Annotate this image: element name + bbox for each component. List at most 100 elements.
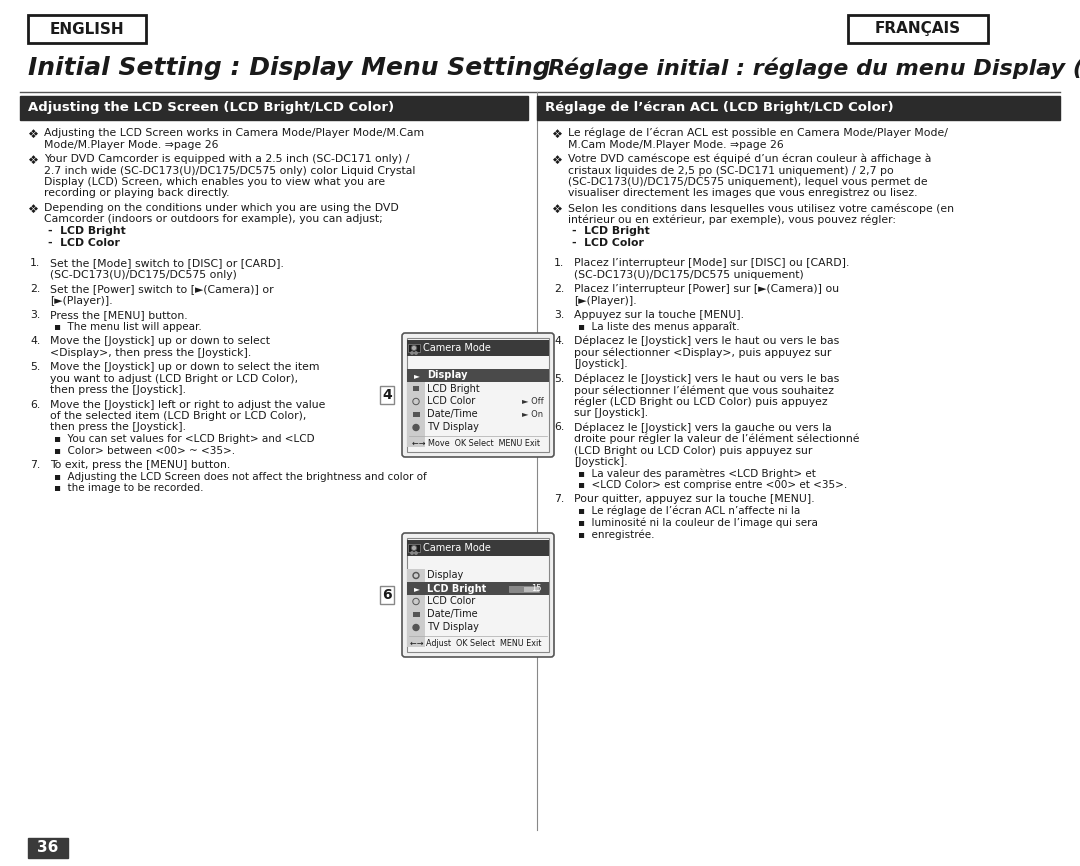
- Text: 1.: 1.: [30, 258, 40, 268]
- Text: Set the [Mode] switch to [DISC] or [CARD].: Set the [Mode] switch to [DISC] or [CARD…: [50, 258, 284, 268]
- Text: ▪  Color> between <00> ~ <35>.: ▪ Color> between <00> ~ <35>.: [54, 445, 235, 456]
- Bar: [509, 585, 539, 591]
- Text: pour sélectionner l’élément que vous souhaitez: pour sélectionner l’élément que vous sou…: [573, 385, 834, 396]
- Text: ▪  Le réglage de l’écran ACL n’affecte ni la: ▪ Le réglage de l’écran ACL n’affecte ni…: [578, 506, 800, 516]
- Text: recording or playing back directly.: recording or playing back directly.: [44, 189, 229, 198]
- Text: 6.: 6.: [30, 399, 40, 410]
- Text: ► On: ► On: [522, 410, 543, 419]
- Text: Déplacez le [Joystick] vers la gauche ou vers la: Déplacez le [Joystick] vers la gauche ou…: [573, 423, 832, 433]
- Bar: [407, 538, 549, 652]
- Text: Appuyez sur la touche [MENU].: Appuyez sur la touche [MENU].: [573, 310, 744, 320]
- Circle shape: [414, 599, 418, 604]
- Text: Camera Mode: Camera Mode: [423, 343, 491, 353]
- Circle shape: [415, 574, 418, 577]
- Bar: [407, 608, 426, 621]
- Bar: [413, 386, 419, 391]
- Bar: [407, 434, 426, 447]
- Text: Camera Mode: Camera Mode: [423, 543, 491, 553]
- Text: you want to adjust (LCD Bright or LCD Color),: you want to adjust (LCD Bright or LCD Co…: [50, 373, 298, 384]
- Text: Display: Display: [427, 571, 463, 580]
- Text: ❖: ❖: [28, 203, 39, 216]
- Text: 15: 15: [531, 584, 542, 593]
- Text: ←→ Move  OK Select  MENU Exit: ←→ Move OK Select MENU Exit: [411, 438, 540, 448]
- Text: To exit, press the [MENU] button.: To exit, press the [MENU] button.: [50, 460, 230, 470]
- Circle shape: [410, 352, 414, 354]
- Bar: [21, 96, 528, 120]
- Text: ❖: ❖: [552, 128, 563, 141]
- Bar: [407, 569, 426, 582]
- Text: Réglage de l’écran ACL (LCD Bright/LCD Color): Réglage de l’écran ACL (LCD Bright/LCD C…: [545, 101, 893, 114]
- Text: Réglage initial : réglage du menu Display (Affichage): Réglage initial : réglage du menu Displa…: [548, 57, 1080, 79]
- Bar: [28, 838, 68, 858]
- Bar: [407, 540, 549, 556]
- Text: Placez l’interrupteur [Mode] sur [DISC] ou [CARD].: Placez l’interrupteur [Mode] sur [DISC] …: [573, 258, 849, 268]
- Text: 3.: 3.: [554, 310, 564, 320]
- Text: sur [Joystick].: sur [Joystick].: [573, 408, 648, 418]
- Circle shape: [413, 398, 419, 404]
- Bar: [407, 621, 426, 634]
- Circle shape: [414, 399, 418, 404]
- Text: Display: Display: [427, 371, 468, 380]
- Text: Mode/M.Player Mode. ⇒page 26: Mode/M.Player Mode. ⇒page 26: [44, 139, 218, 150]
- Text: [►(Player)].: [►(Player)].: [573, 295, 636, 306]
- FancyBboxPatch shape: [402, 333, 554, 457]
- Bar: [28, 15, 146, 43]
- Text: intérieur ou en extérieur, par exemple), vous pouvez régler:: intérieur ou en extérieur, par exemple),…: [568, 215, 896, 225]
- Text: ❖: ❖: [28, 128, 39, 141]
- Text: ►: ►: [414, 371, 420, 380]
- Text: Votre DVD caméscope est équipé d’un écran couleur à affichage à: Votre DVD caméscope est équipé d’un écra…: [568, 154, 931, 165]
- Bar: [407, 382, 426, 395]
- Circle shape: [413, 598, 419, 604]
- Bar: [407, 582, 549, 595]
- Bar: [407, 338, 549, 452]
- Text: Move the [Joystick] up or down to select the item: Move the [Joystick] up or down to select…: [50, 362, 320, 372]
- Bar: [407, 408, 426, 421]
- Text: Déplacez le [Joystick] vers le haut ou vers le bas: Déplacez le [Joystick] vers le haut ou v…: [573, 373, 839, 384]
- Text: Press the [MENU] button.: Press the [MENU] button.: [50, 310, 188, 320]
- Text: 4.: 4.: [554, 336, 564, 346]
- Text: LCD Bright: LCD Bright: [427, 384, 480, 393]
- Bar: [408, 544, 420, 552]
- Text: 6: 6: [382, 588, 392, 602]
- Text: (LCD Bright ou LCD Color) puis appuyez sur: (LCD Bright ou LCD Color) puis appuyez s…: [573, 445, 812, 456]
- Text: 4: 4: [382, 388, 392, 402]
- Text: FRANÇAIS: FRANÇAIS: [875, 22, 961, 36]
- Text: 2.: 2.: [554, 284, 564, 294]
- Bar: [407, 395, 426, 408]
- Text: 2.7 inch wide (SC-DC173(U)/DC175/DC575 only) color Liquid Crystal: 2.7 inch wide (SC-DC173(U)/DC175/DC575 o…: [44, 165, 416, 176]
- Bar: [408, 344, 420, 352]
- Bar: [848, 15, 988, 43]
- Text: TV Display: TV Display: [427, 623, 478, 632]
- Text: ►: ►: [414, 584, 420, 593]
- Text: 2.: 2.: [30, 284, 40, 294]
- Text: (SC-DC173(U)/DC175/DC575 only): (SC-DC173(U)/DC175/DC575 only): [50, 269, 237, 280]
- Text: 5.: 5.: [30, 362, 40, 372]
- Text: Date/Time: Date/Time: [427, 610, 477, 619]
- Text: ▪  You can set values for <LCD Bright> and <LCD: ▪ You can set values for <LCD Bright> an…: [54, 434, 314, 444]
- Bar: [407, 340, 549, 356]
- Text: Adjusting the LCD Screen (LCD Bright/LCD Color): Adjusting the LCD Screen (LCD Bright/LCD…: [28, 101, 394, 114]
- Text: -  LCD Bright: - LCD Bright: [572, 226, 650, 236]
- Text: -  LCD Bright: - LCD Bright: [48, 226, 125, 236]
- Bar: [407, 369, 549, 382]
- Text: ▪  The menu list will appear.: ▪ The menu list will appear.: [54, 321, 202, 332]
- Text: Date/Time: Date/Time: [427, 410, 477, 419]
- Bar: [413, 412, 419, 417]
- Bar: [407, 634, 426, 647]
- Text: Set the [Power] switch to [►(Camera)] or: Set the [Power] switch to [►(Camera)] or: [50, 284, 273, 294]
- Bar: [413, 612, 419, 617]
- Text: Depending on the conditions under which you are using the DVD: Depending on the conditions under which …: [44, 203, 399, 213]
- Text: Pour quitter, appuyez sur la touche [MENU].: Pour quitter, appuyez sur la touche [MEN…: [573, 494, 814, 505]
- Text: Adjusting the LCD Screen works in Camera Mode/Player Mode/M.Cam: Adjusting the LCD Screen works in Camera…: [44, 128, 424, 138]
- Circle shape: [410, 552, 414, 554]
- Text: ❖: ❖: [552, 154, 563, 167]
- Text: ❖: ❖: [552, 203, 563, 216]
- Text: ▪  La liste des menus apparaît.: ▪ La liste des menus apparaît.: [578, 321, 740, 332]
- Text: Camcorder (indoors or outdoors for example), you can adjust;: Camcorder (indoors or outdoors for examp…: [44, 215, 382, 224]
- Text: ► Off: ► Off: [522, 397, 543, 406]
- Text: of the selected item (LCD Bright or LCD Color),: of the selected item (LCD Bright or LCD …: [50, 411, 307, 421]
- Text: then press the [Joystick].: then press the [Joystick].: [50, 423, 186, 432]
- Text: pour sélectionner <Display>, puis appuyez sur: pour sélectionner <Display>, puis appuye…: [573, 347, 832, 358]
- Text: then press the [Joystick].: then press the [Joystick].: [50, 385, 186, 395]
- Text: 5.: 5.: [554, 373, 564, 384]
